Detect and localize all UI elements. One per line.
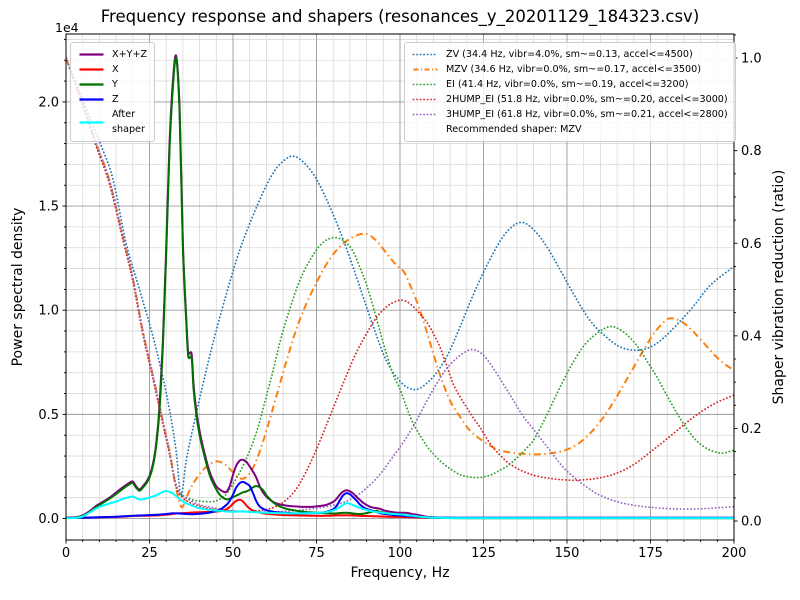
svg-text:1.5: 1.5 xyxy=(38,200,59,215)
tick-labels: 0 25 50 75 100 125 150 175 200 0.0 0.5 1.0 1.5 2.0 0.0… xyxy=(38,52,761,561)
legend-item-mzv: MZV (34.6 Hz, vibr=0.0%, sm~=0.17, accel… xyxy=(412,62,728,77)
legend-item-3hump-ei-label: 3HUMP_EI (61.8 Hz, vibr=0.0%, sm~=0.21, … xyxy=(446,109,728,120)
legend-item-after-label: After shaper xyxy=(112,109,145,135)
svg-text:200: 200 xyxy=(722,546,747,561)
legend-item-ei-label: EI (41.4 Hz, vibr=0.0%, sm~=0.19, accel<… xyxy=(446,79,689,90)
legend-item-2hump-ei: 2HUMP_EI (51.8 Hz, vibr=0.0%, sm~=0.20, … xyxy=(412,92,728,107)
svg-text:0.4: 0.4 xyxy=(741,329,762,344)
svg-text:0.0: 0.0 xyxy=(38,512,59,527)
legend-shapers: ZV (34.4 Hz, vibr=4.0%, sm~=0.13, accel<… xyxy=(404,42,736,142)
legend-line-swatch xyxy=(79,53,104,56)
legend-item-y: Y xyxy=(78,77,147,92)
legend-item-x-y-z-label: X+Y+Z xyxy=(112,49,148,60)
legend-item-x: X xyxy=(78,62,147,77)
legend-psd: X+Y+Z X Y Z After shaper xyxy=(70,42,156,142)
svg-text:1.0: 1.0 xyxy=(38,304,59,319)
legend-line-swatch xyxy=(412,83,439,86)
svg-text:175: 175 xyxy=(638,546,663,561)
svg-text:0.0: 0.0 xyxy=(741,515,762,530)
legend-line-swatch xyxy=(412,53,439,56)
series-mzv xyxy=(66,57,734,509)
legend-item-2hump-ei-label: 2HUMP_EI (51.8 Hz, vibr=0.0%, sm~=0.20, … xyxy=(446,94,728,105)
svg-text:25: 25 xyxy=(141,546,158,561)
svg-text:50: 50 xyxy=(225,546,242,561)
svg-text:0.6: 0.6 xyxy=(741,237,762,252)
legend-line-swatch xyxy=(412,98,439,101)
legend-item-mzv-label: MZV (34.6 Hz, vibr=0.0%, sm~=0.17, accel… xyxy=(446,64,701,75)
svg-text:0.2: 0.2 xyxy=(741,422,762,437)
legend-item-z: Z xyxy=(78,92,147,107)
legend-item-after: After shaper xyxy=(78,107,147,137)
svg-text:150: 150 xyxy=(555,546,580,561)
tick-marks xyxy=(62,34,738,544)
legend-item-z-label: Z xyxy=(112,94,119,105)
legend-line-swatch xyxy=(79,83,104,86)
legend-line-swatch xyxy=(79,120,104,124)
legend-item-ei: EI (41.4 Hz, vibr=0.0%, sm~=0.19, accel<… xyxy=(412,77,728,92)
legend-line-swatch xyxy=(79,68,104,71)
svg-text:1.0: 1.0 xyxy=(741,52,762,67)
legend-line-swatch xyxy=(412,113,439,116)
y-axis-label-left: Power spectral density xyxy=(10,207,26,367)
legend-item-zv: ZV (34.4 Hz, vibr=4.0%, sm~=0.13, accel<… xyxy=(412,47,728,62)
series-2hump-ei xyxy=(66,57,734,513)
svg-text:0.8: 0.8 xyxy=(741,144,762,159)
y-axis-label-right: Shaper vibration reduction (ratio) xyxy=(771,169,787,405)
x-axis-label: Frequency, Hz xyxy=(350,565,450,581)
legend-item-zv-label: ZV (34.4 Hz, vibr=4.0%, sm~=0.13, accel<… xyxy=(446,49,693,60)
svg-text:125: 125 xyxy=(471,546,496,561)
legend-item-y-label: Y xyxy=(112,79,118,90)
legend-item-3hump-ei: 3HUMP_EI (61.8 Hz, vibr=0.0%, sm~=0.21, … xyxy=(412,107,728,122)
legend-line-swatch xyxy=(79,98,104,101)
series-group xyxy=(66,54,734,520)
series-zv xyxy=(66,57,734,497)
svg-text:2.0: 2.0 xyxy=(38,95,59,110)
recommended-shaper-note: Recommended shaper: MZV xyxy=(446,124,582,135)
svg-text:100: 100 xyxy=(388,546,413,561)
series-3hump-ei xyxy=(66,57,734,513)
legend-line-swatch xyxy=(413,68,438,71)
svg-text:0: 0 xyxy=(62,546,70,561)
svg-text:0.5: 0.5 xyxy=(38,408,59,423)
legend-item-x-y-z: X+Y+Z xyxy=(78,47,147,62)
series-after-shaper xyxy=(66,490,734,520)
chart-title: Frequency response and shapers (resonanc… xyxy=(100,7,700,26)
y-axis-offset-label: 1e4 xyxy=(55,20,79,35)
legend-item-x-label: X xyxy=(112,64,119,75)
svg-text:75: 75 xyxy=(308,546,325,561)
